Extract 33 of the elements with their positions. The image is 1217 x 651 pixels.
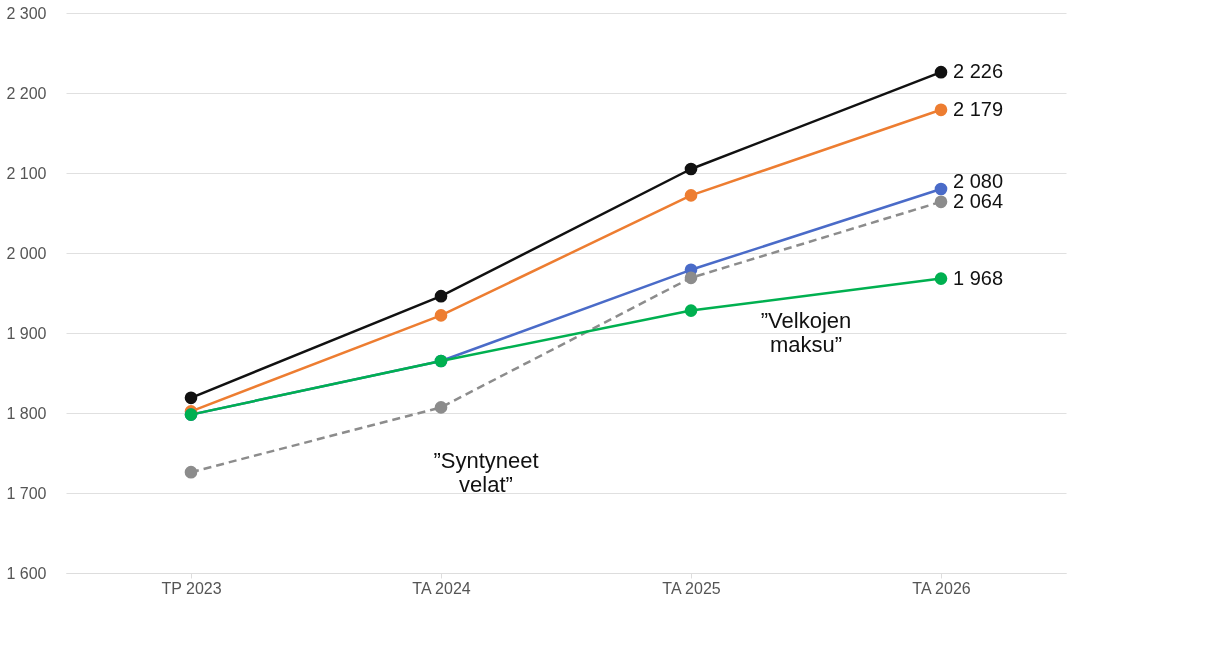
y-tick-label: 1 800 [6, 404, 47, 422]
data-label: 2 064 [953, 189, 1004, 212]
y-tick-label: 2 300 [6, 4, 47, 22]
x-tick-label: TP 2023 [161, 579, 222, 597]
x-tick-label: TA 2024 [412, 579, 471, 597]
point [184, 391, 198, 405]
point [934, 195, 948, 209]
annotation: ”Syntyneet velat” [433, 448, 539, 497]
point [184, 465, 198, 479]
point [684, 304, 698, 317]
x-tick-label: TA 2025 [662, 579, 721, 597]
x-tick-label: TA 2026 [912, 579, 971, 597]
point [684, 271, 698, 285]
point [934, 272, 948, 285]
point [684, 162, 698, 176]
point [934, 103, 948, 117]
data-label: 2 226 [953, 60, 1004, 83]
data-label: 1 968 [953, 266, 1004, 289]
point [684, 189, 698, 202]
annotation: ”Velkojen maksu” [760, 308, 852, 357]
point [934, 182, 948, 196]
point [434, 401, 448, 414]
y-tick-label: 1 900 [6, 324, 47, 342]
y-tick-label: 1 600 [6, 564, 47, 582]
y-tick-label: 2 000 [6, 244, 47, 262]
point [434, 289, 448, 303]
data-label: 2 080 [953, 169, 1004, 192]
y-tick-label: 1 700 [6, 484, 47, 502]
y-tick-label: 2 200 [6, 84, 47, 102]
y-tick-label: 2 100 [6, 164, 47, 182]
point [934, 65, 948, 79]
point [434, 309, 448, 322]
data-label: 2 179 [953, 97, 1004, 120]
